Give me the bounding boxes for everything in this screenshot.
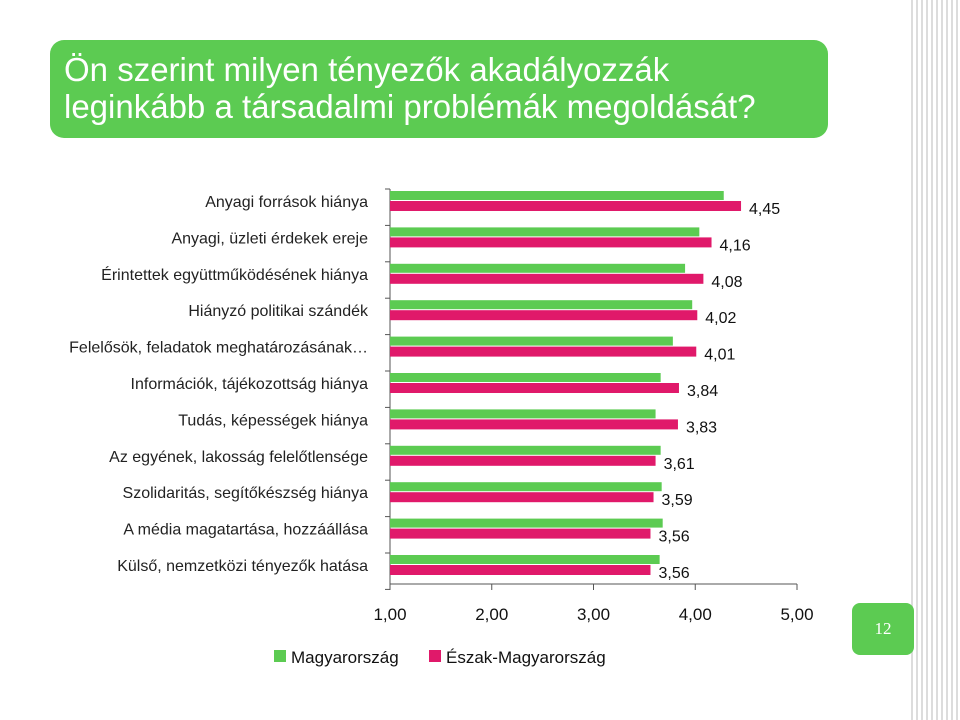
legend-swatch-magyarorszag bbox=[274, 650, 286, 662]
x-tick-label: 3,00 bbox=[577, 605, 610, 624]
category-label: A média magatartása, hozzáállása bbox=[123, 522, 368, 539]
category-label: Felelősök, feladatok meghatározásának… bbox=[69, 340, 368, 357]
category-label: Érintettek együttműködésének hiánya bbox=[101, 265, 368, 284]
data-label: 3,56 bbox=[658, 565, 689, 582]
bar-magyarorszag bbox=[390, 409, 656, 419]
category-label: Az egyének, lakosság felelőtlensége bbox=[109, 449, 368, 466]
bar-magyarorszag bbox=[390, 555, 660, 564]
category-label: Információk, tájékozottság hiánya bbox=[131, 376, 369, 393]
bar-eszak-magyarorszag bbox=[390, 419, 678, 430]
bar-eszak-magyarorszag bbox=[390, 346, 697, 357]
page-number-badge: 12 bbox=[852, 603, 914, 655]
x-tick-label: 4,00 bbox=[679, 605, 712, 624]
bar-magyarorszag bbox=[390, 482, 662, 492]
title-banner: Ön szerint milyen tényezők akadályozzák … bbox=[50, 40, 828, 138]
data-label: 3,59 bbox=[662, 492, 693, 509]
bar-magyarorszag bbox=[390, 445, 661, 455]
category-label: Szolidaritás, segítőkészség hiánya bbox=[123, 485, 369, 502]
bar-eszak-magyarorszag bbox=[390, 455, 656, 466]
bar-eszak-magyarorszag bbox=[390, 528, 651, 539]
category-label: Anyagi források hiánya bbox=[205, 194, 368, 211]
x-tick-label: 1,00 bbox=[373, 605, 406, 624]
category-label: Anyagi, üzleti érdekek ereje bbox=[171, 230, 368, 247]
data-label: 3,83 bbox=[686, 419, 717, 436]
data-label: 4,45 bbox=[749, 201, 780, 218]
bar-eszak-magyarorszag bbox=[390, 492, 654, 503]
bar-magyarorszag bbox=[390, 263, 686, 273]
data-label: 3,61 bbox=[664, 456, 695, 473]
data-label: 4,01 bbox=[704, 347, 735, 364]
bar-eszak-magyarorszag bbox=[390, 565, 651, 575]
decorative-stripe bbox=[908, 0, 960, 720]
bar-magyarorszag bbox=[390, 336, 673, 346]
data-label: 3,84 bbox=[687, 383, 718, 400]
x-tick-label: 2,00 bbox=[475, 605, 508, 624]
data-label: 4,16 bbox=[720, 237, 751, 254]
bar-eszak-magyarorszag bbox=[390, 383, 679, 393]
page-title: Ön szerint milyen tényezők akadályozzák … bbox=[64, 51, 756, 125]
x-tick-label: 5,00 bbox=[780, 605, 813, 624]
bar-eszak-magyarorszag bbox=[390, 273, 704, 284]
bar-magyarorszag bbox=[390, 373, 661, 382]
bar-magyarorszag bbox=[390, 191, 724, 200]
bar-eszak-magyarorszag bbox=[390, 310, 698, 321]
bar-magyarorszag bbox=[390, 227, 700, 237]
bar-eszak-magyarorszag bbox=[390, 237, 712, 248]
bar-magyarorszag bbox=[390, 518, 663, 528]
bar-eszak-magyarorszag bbox=[390, 201, 742, 211]
data-label: 3,56 bbox=[658, 529, 689, 546]
category-label: Tudás, képességek hiánya bbox=[178, 412, 368, 429]
data-label: 4,08 bbox=[711, 274, 742, 291]
category-label: Külső, nemzetközi tényezők hatása bbox=[117, 558, 368, 575]
category-label: Hiányzó politikai szándék bbox=[188, 303, 369, 320]
legend-swatch-eszak-magyarorszag bbox=[429, 650, 441, 662]
data-label: 4,02 bbox=[705, 310, 736, 327]
bar-magyarorszag bbox=[390, 300, 693, 310]
legend-label-magyarorszag: Magyarország bbox=[291, 648, 399, 667]
legend-label-eszak-magyarorszag: Észak-Magyarország bbox=[446, 648, 606, 667]
